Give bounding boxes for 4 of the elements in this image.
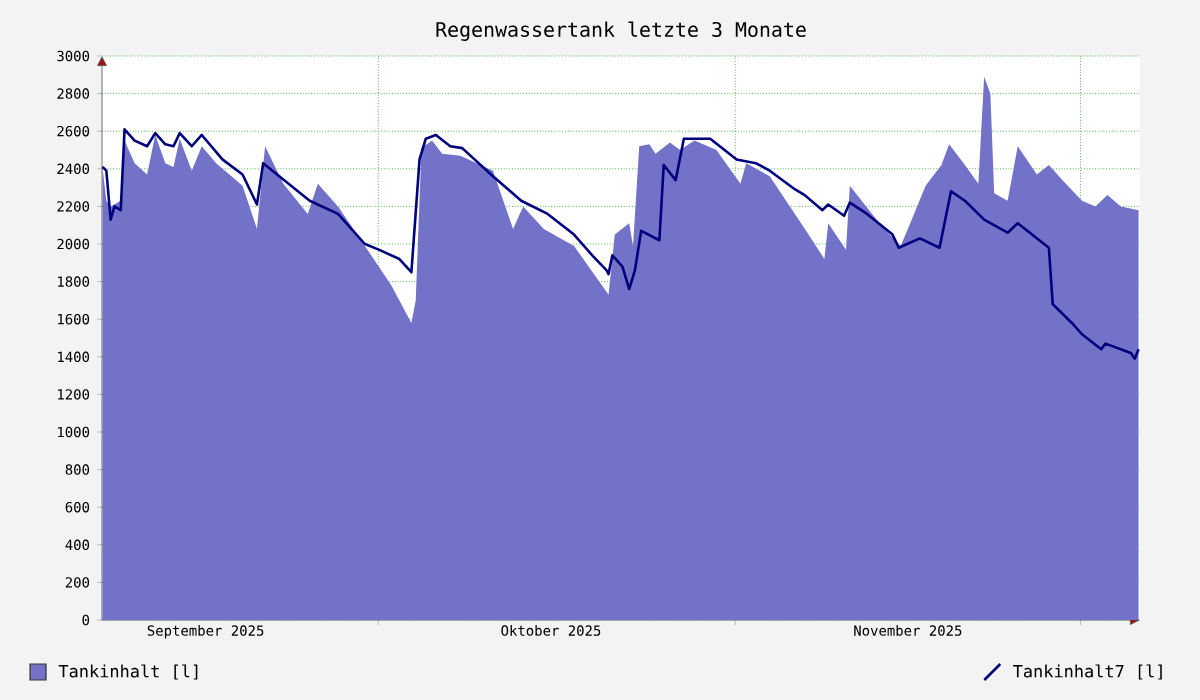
legend-label: Tankinhalt7 [l] xyxy=(1013,664,1162,680)
chart-title: Regenwassertank letzte 3 Monate xyxy=(436,21,806,42)
text: Tankinhalt [l] xyxy=(58,664,198,680)
line-series xyxy=(101,128,1140,360)
